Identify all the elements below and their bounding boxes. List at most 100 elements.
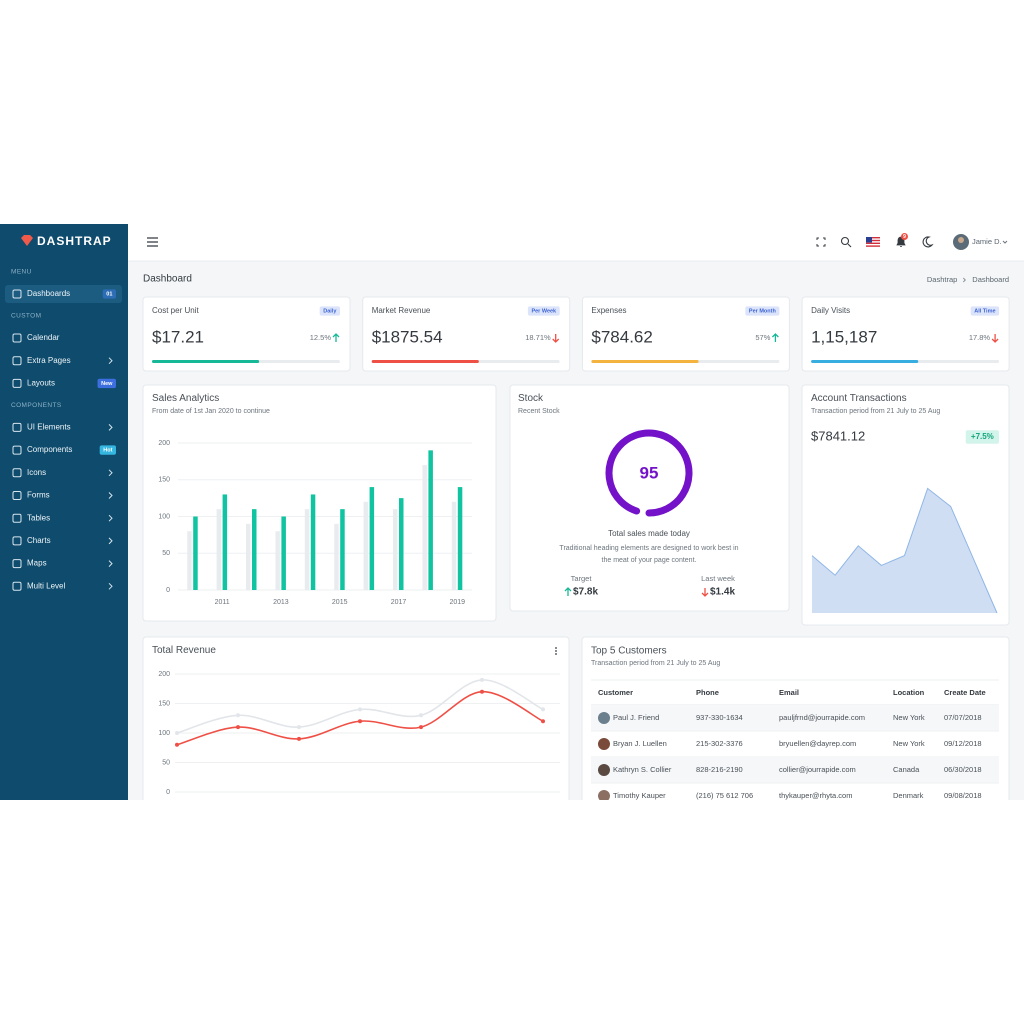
menu-badge-bg [102,289,116,299]
transaction-amount: $7841.12 [811,428,865,443]
menu-chevron [108,582,113,590]
menu-icon [12,422,22,432]
transaction-change-bg [965,430,999,444]
menu-item[interactable]: Maps [12,559,113,569]
stat-period: All Time [970,306,1000,316]
stat-period-bg [319,306,340,316]
kebab-dot [555,653,557,655]
menu-section-title: COMPONENTS [11,402,62,409]
search-button[interactable] [840,236,852,248]
line-point [419,713,423,718]
menu-icon [12,536,22,546]
line-point [175,731,179,735]
table-cell: Canada [893,765,920,774]
line-point [480,689,484,694]
stock-stat-value: $7.8k [573,587,598,598]
menu-icon [12,559,22,569]
line-point [236,713,240,718]
stat-period-text: Daily [323,308,337,314]
menu-item[interactable]: Components Hot [12,445,116,455]
theme-toggle[interactable] [922,236,934,248]
bar [422,465,427,590]
menu-item-label: Dashboards [27,289,70,298]
menu-badge: 01 [102,289,116,299]
menu-item[interactable]: Calendar [12,333,60,343]
customer-avatar [598,738,610,750]
menu-item-label: Maps [27,559,47,568]
card-subtitle: Transaction period from 21 July to 25 Au… [591,660,720,667]
table-row-bg [591,757,999,783]
user-avatar-head [958,237,964,243]
x-tick-label: 2019 [450,599,466,606]
table-row-bg [591,705,999,731]
stat-period: Per Week [527,306,560,316]
fullscreen-button[interactable] [816,237,826,247]
stock-caption: Total sales made today [608,529,690,538]
menu-toggle[interactable] [147,237,158,247]
stat-change: 17.8% [969,333,991,342]
x-tick-label: 2017 [391,599,407,606]
stat-period-bg [745,306,780,316]
menu-item[interactable]: Charts [12,536,113,546]
menu-item[interactable]: Icons [12,468,113,478]
notifications-button[interactable]: 9 [896,233,908,247]
table-row: Kathryn S. Collier 828-216-2190 collier@jo… [591,757,999,784]
card-title: Sales Analytics [152,393,219,404]
flag-canton [866,237,872,243]
menu-item[interactable]: Dashboards 01 [5,285,122,303]
menu-item-label: Tables [27,513,50,522]
table-header: Phone [696,688,719,697]
stat-label: Daily Visits [811,306,850,315]
y-tick-label: 100 [158,730,170,737]
card [509,384,790,612]
stat-period-text: All Time [974,308,995,314]
arrow-up [771,333,779,342]
arrow-up [332,333,340,342]
stat-change: 57% [755,333,770,342]
menu-item[interactable]: Extra Pages [12,356,113,366]
y-tick-label: 0 [166,587,170,594]
card-title: Stock [518,393,544,404]
table-cell: 07/07/2018 [944,713,982,722]
card [581,296,790,372]
menu-icon [12,378,22,388]
menu-badge-bg [97,378,116,389]
table-cell: (216) 75 612 706 [696,791,753,800]
menu-item[interactable]: UI Elements [12,422,113,432]
bar [246,523,251,590]
menu-item[interactable]: Forms [12,491,113,500]
card-menu-button[interactable] [555,647,557,655]
bar [222,494,228,590]
menu-section-title: MENU [11,269,32,276]
stat-label: Expenses [591,306,626,315]
breadcrumb-separator [962,277,967,283]
stock-stat-label: Target [571,574,593,583]
menu-item[interactable]: Multi Level [12,581,113,591]
table-cell: 06/30/2018 [944,765,982,774]
card-subtitle: Recent Stock [518,408,560,415]
flag-stripe [866,237,880,239]
line-point [541,707,545,712]
menu-item-label: Multi Level [27,581,65,590]
line-point [358,707,362,712]
x-tick-label: 2013 [273,599,289,606]
stat-label: Cost per Unit [152,306,199,315]
menu-chevron [108,537,113,545]
table-cell: bryuellen@dayrep.com [779,739,856,748]
stat-label: Market Revenue [372,306,431,315]
bar [457,487,463,590]
user-menu[interactable]: Jamie D. [953,234,1008,250]
x-tick-label: 2015 [332,599,348,606]
card [362,296,571,372]
bar [363,501,369,590]
table-header: Location [893,688,925,697]
menu-item[interactable]: Tables [12,513,113,523]
breadcrumb-item[interactable]: Dashtrap [927,275,957,284]
card [142,296,351,372]
y-tick-label: 200 [158,671,170,678]
page-title: Dashboard [143,274,192,285]
y-tick-label: 50 [162,759,170,766]
logo-icon [21,235,33,246]
language-flag[interactable] [866,237,880,247]
menu-item[interactable]: Layouts New [12,378,116,389]
